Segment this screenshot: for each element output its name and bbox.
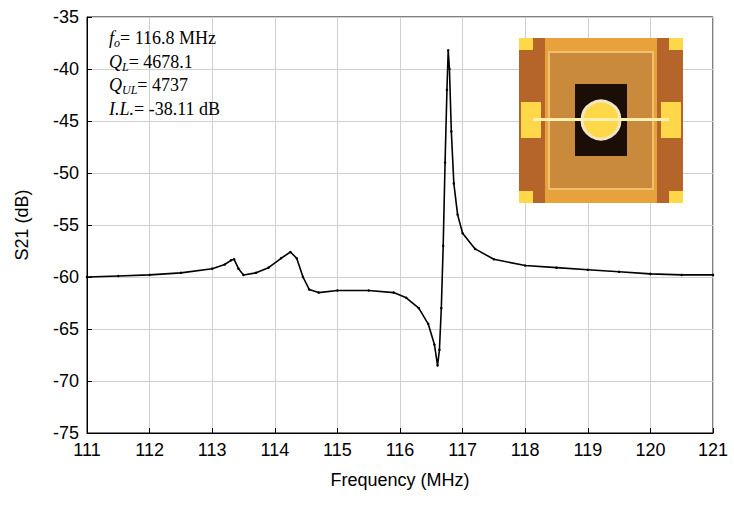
svg-text:-60: -60 bbox=[53, 267, 79, 287]
svg-text:= 4678.1: = 4678.1 bbox=[129, 52, 193, 72]
svg-text:-75: -75 bbox=[53, 423, 79, 443]
svg-text:-50: -50 bbox=[53, 163, 79, 183]
svg-text:Q: Q bbox=[109, 75, 122, 95]
svg-text:119: 119 bbox=[573, 440, 602, 460]
svg-text:120: 120 bbox=[635, 440, 665, 460]
html-text:fo: fo bbox=[109, 28, 120, 50]
svg-text:= 116.8 MHz: = 116.8 MHz bbox=[120, 28, 216, 48]
svg-text:117: 117 bbox=[448, 440, 477, 460]
svg-text:-35: -35 bbox=[53, 7, 79, 27]
svg-text:L: L bbox=[122, 59, 129, 74]
svg-text:= 4737: = 4737 bbox=[137, 75, 188, 95]
svg-text:118: 118 bbox=[511, 440, 540, 460]
svg-text:-45: -45 bbox=[53, 111, 79, 131]
svg-text:-70: -70 bbox=[53, 371, 79, 391]
svg-text:121: 121 bbox=[698, 440, 728, 460]
svg-text:-65: -65 bbox=[53, 319, 79, 339]
svg-text:I.L.: I.L. bbox=[108, 99, 134, 119]
svg-text:112: 112 bbox=[135, 440, 164, 460]
svg-text:Frequency (MHz): Frequency (MHz) bbox=[330, 470, 469, 490]
svg-text:S21 (dB): S21 (dB) bbox=[12, 189, 32, 260]
svg-text:-55: -55 bbox=[53, 215, 79, 235]
svg-text:116: 116 bbox=[386, 440, 415, 460]
svg-text:= -38.11 dB: = -38.11 dB bbox=[134, 99, 220, 119]
svg-text:-40: -40 bbox=[53, 59, 79, 79]
svg-text:114: 114 bbox=[260, 440, 289, 460]
svg-text:113: 113 bbox=[198, 440, 227, 460]
svg-text:115: 115 bbox=[323, 440, 352, 460]
svg-text:UL: UL bbox=[122, 83, 138, 97]
svg-text:111: 111 bbox=[73, 440, 100, 460]
svg-text:Q: Q bbox=[109, 52, 122, 72]
